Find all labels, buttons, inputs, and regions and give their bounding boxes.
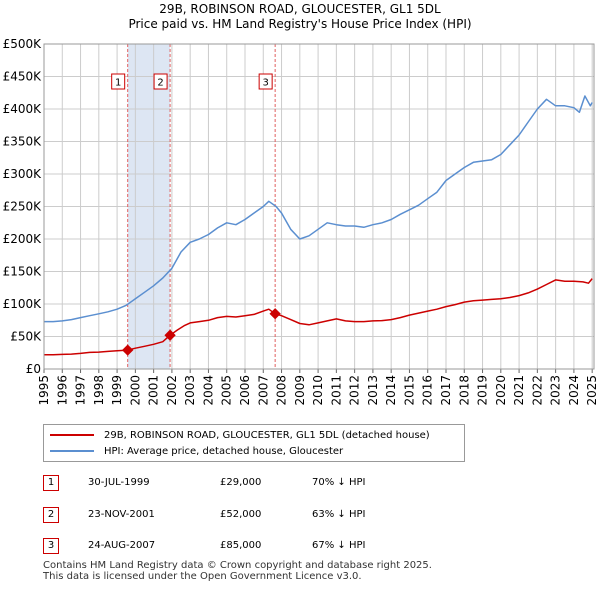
- annotation-label: 2: [157, 78, 163, 89]
- y-tick-label: £0: [26, 362, 41, 376]
- x-tick-label: 2025: [585, 375, 599, 406]
- transaction-hpi-diff: 67% ↓ HPI: [312, 540, 366, 551]
- transaction-number-badge: 2: [43, 507, 59, 523]
- plot-border: [43, 43, 595, 370]
- table-row: 2 23-NOV-2001 £52,000 63% ↓ HPI: [0, 507, 600, 525]
- legend-label-hpi: HPI: Average price, detached house, Glou…: [104, 445, 344, 457]
- series-line-hpi: [44, 95, 593, 323]
- footer-line2: This data is licensed under the Open Gov…: [43, 571, 362, 582]
- chart-title-line1: 29B, ROBINSON ROAD, GLOUCESTER, GL1 5DL: [159, 2, 441, 16]
- x-tick-label: 1997: [74, 375, 88, 406]
- x-tick-label: 2015: [402, 375, 416, 406]
- x-tick-label: 2005: [220, 375, 234, 406]
- x-tick-label: 2002: [165, 375, 179, 406]
- x-tick-label: 1998: [92, 375, 106, 406]
- y-tick-label: £450K: [3, 70, 43, 84]
- y-tick-label: £300K: [3, 167, 43, 181]
- x-tick-label: 2006: [238, 375, 252, 406]
- x-tick-label: 2022: [530, 375, 544, 406]
- legend-swatch-hpi: [50, 450, 94, 452]
- y-tick-label: £150K: [3, 265, 43, 279]
- x-tick-label: 2013: [366, 375, 380, 406]
- price-chart: £0 £50K £100K £150K £200K £250K £300K £350K £400…: [3, 37, 600, 406]
- sale-marker: [164, 329, 176, 341]
- x-tick-label: 2016: [421, 375, 435, 406]
- legend-swatch-property: [50, 434, 94, 436]
- sale-marker: [269, 308, 281, 320]
- legend-item-property: 29B, ROBINSON ROAD, GLOUCESTER, GL1 5DL …: [50, 428, 430, 442]
- x-tick-label: 1995: [37, 375, 51, 406]
- transaction-price: £85,000: [220, 540, 262, 551]
- annotation-box: [258, 73, 273, 90]
- y-tick-label: £200K: [3, 232, 43, 246]
- x-tick-label: 2024: [567, 375, 581, 406]
- x-tick-label: 2008: [275, 375, 289, 406]
- transaction-date: 24-AUG-2007: [88, 540, 156, 551]
- x-tick-label: 2017: [439, 375, 453, 406]
- x-tick-label: 2009: [293, 375, 307, 406]
- y-tick-label: £100K: [3, 297, 43, 311]
- transaction-number-badge: 3: [43, 538, 59, 554]
- annotation-box: [153, 73, 168, 90]
- x-tick-label: 2021: [512, 375, 526, 406]
- annotation-box: [111, 73, 126, 90]
- x-tick-label: 1999: [110, 375, 124, 406]
- y-tick-label: £50K: [10, 330, 42, 344]
- annotation-label: 3: [262, 78, 268, 89]
- table-row: 1 30-JUL-1999 £29,000 70% ↓ HPI: [0, 475, 600, 493]
- x-tick-label: 2004: [201, 375, 215, 406]
- x-tick-label: 2000: [128, 375, 142, 406]
- x-tick-label: 2010: [311, 375, 325, 406]
- footer-attribution: Contains HM Land Registry data © Crown c…: [43, 560, 432, 582]
- y-tick-label: £350K: [3, 135, 43, 149]
- x-tick-label: 1996: [55, 375, 69, 406]
- chart-title-line2: Price paid vs. HM Land Registry's House …: [128, 17, 472, 31]
- x-tick-label: 2007: [256, 375, 270, 406]
- x-tick-label: 2011: [329, 375, 343, 406]
- x-tick-label: 2001: [147, 375, 161, 406]
- transaction-price: £29,000: [220, 477, 262, 488]
- y-tick-label: £500K: [3, 37, 43, 51]
- transaction-number-badge: 1: [43, 475, 59, 491]
- x-tick-label: 2014: [384, 375, 398, 406]
- transaction-hpi-diff: 70% ↓ HPI: [312, 477, 366, 488]
- transaction-date: 23-NOV-2001: [88, 509, 155, 520]
- x-tick-label: 2003: [183, 375, 197, 406]
- chart-legend: 29B, ROBINSON ROAD, GLOUCESTER, GL1 5DL …: [43, 424, 465, 462]
- x-tick-label: 2018: [457, 375, 471, 406]
- transaction-date: 30-JUL-1999: [88, 477, 150, 488]
- x-tick-label: 2020: [494, 375, 508, 406]
- legend-item-hpi: HPI: Average price, detached house, Glou…: [50, 444, 343, 458]
- transaction-price: £52,000: [220, 509, 262, 520]
- x-tick-label: 2023: [549, 375, 563, 406]
- y-tick-label: £250K: [3, 200, 43, 214]
- y-tick-label: £400K: [3, 102, 43, 116]
- series-line-property: [44, 278, 593, 356]
- footer-line1: Contains HM Land Registry data © Crown c…: [43, 560, 432, 571]
- x-tick-label: 2012: [348, 375, 362, 406]
- annotation-label: 1: [115, 78, 121, 89]
- transaction-hpi-diff: 63% ↓ HPI: [312, 509, 366, 520]
- table-row: 3 24-AUG-2007 £85,000 67% ↓ HPI: [0, 538, 600, 556]
- x-tick-label: 2019: [476, 375, 490, 406]
- legend-label-property: 29B, ROBINSON ROAD, GLOUCESTER, GL1 5DL …: [104, 429, 430, 441]
